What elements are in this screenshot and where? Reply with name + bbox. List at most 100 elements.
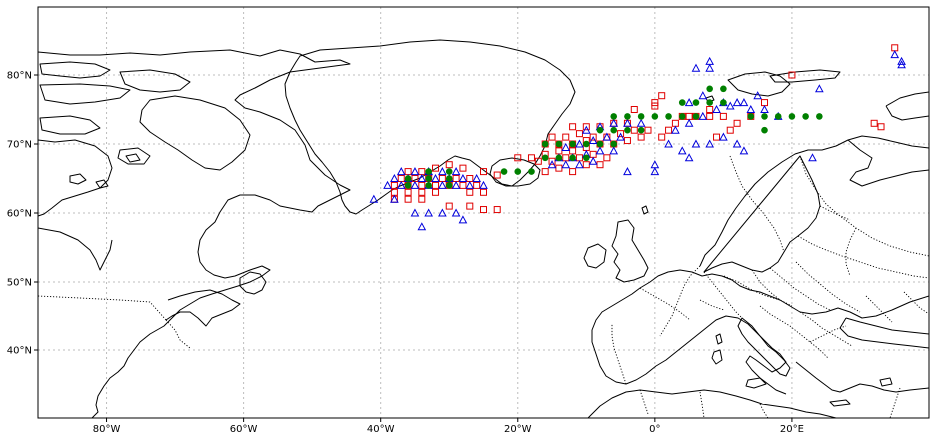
southampton-island: [117, 147, 151, 165]
italy: [737, 317, 791, 377]
svalbard: [727, 71, 791, 97]
small-island-b: [95, 179, 109, 189]
triangle-marker: [465, 180, 475, 189]
square-marker: [658, 133, 666, 141]
triangle-marker: [732, 98, 742, 107]
triangle-marker: [897, 56, 906, 65]
north-america-coastline: [38, 49, 351, 418]
triangle-marker: [746, 104, 756, 113]
canada-border: [38, 295, 191, 349]
circle-marker: [596, 140, 604, 148]
circle-marker: [445, 168, 453, 175]
triangle-marker: [451, 180, 461, 189]
square-marker: [706, 112, 714, 120]
triangle-marker: [588, 156, 598, 165]
triangle-marker: [472, 173, 481, 182]
ireland: [583, 243, 607, 269]
triangle-marker: [897, 60, 906, 69]
novaya-zemlya: [885, 91, 929, 121]
triangle-marker: [383, 180, 392, 189]
triangle-marker: [684, 118, 694, 127]
circle-marker: [445, 182, 453, 189]
square-marker: [603, 154, 611, 162]
triangle-marker: [458, 173, 468, 182]
triangle-marker: [705, 63, 715, 72]
circle-marker: [665, 113, 672, 120]
triangle-marker: [725, 101, 735, 110]
small-island-c: [125, 153, 141, 163]
circle-marker: [425, 182, 432, 189]
circle-marker: [706, 85, 713, 93]
circle-marker: [425, 168, 432, 175]
square-marker: [569, 168, 577, 176]
triangle-marker: [390, 194, 399, 203]
square-marker: [514, 154, 522, 162]
circle-marker: [802, 113, 809, 120]
greenland-coastline: [284, 39, 576, 215]
triangle-marker: [431, 173, 440, 182]
square-marker: [877, 123, 885, 131]
circle-marker: [761, 126, 768, 134]
iceland: [489, 157, 541, 187]
arctic-island-3: [119, 69, 191, 93]
baffin-island: [139, 95, 251, 171]
square-marker: [445, 202, 453, 210]
circle-marker: [788, 113, 796, 120]
circle-marker: [404, 182, 412, 189]
circle-marker: [624, 126, 631, 134]
triangle-marker: [417, 173, 427, 182]
triangle-marker: [671, 125, 680, 134]
square-marker: [418, 181, 426, 189]
x-tick-label: 60°W: [230, 424, 258, 435]
cyprus: [879, 377, 893, 387]
triangle-marker: [677, 146, 687, 155]
triangle-marker: [719, 132, 728, 141]
circle-marker: [404, 175, 412, 182]
circle-marker: [678, 99, 686, 106]
circle-marker: [706, 99, 713, 106]
circle-marker: [692, 113, 700, 120]
basemap: [38, 39, 929, 418]
triangle-marker: [438, 180, 447, 189]
circle-marker: [445, 175, 453, 182]
north-africa-coast: [587, 389, 837, 418]
triangle-marker: [458, 215, 468, 224]
square-marker: [733, 119, 741, 127]
circle-marker: [541, 154, 549, 162]
square-marker: [582, 123, 590, 131]
circle-marker: [678, 113, 686, 120]
triangle-marker: [602, 132, 612, 141]
circle-marker: [541, 140, 549, 148]
triangle-marker: [664, 139, 673, 148]
triangle-marker: [739, 98, 749, 107]
kola-white-sea: [847, 139, 929, 187]
square-marker: [651, 99, 659, 107]
square-marker: [390, 181, 398, 189]
square-marker: [480, 168, 487, 176]
triangle-marker: [410, 208, 420, 217]
square-marker: [534, 157, 542, 165]
corsica: [715, 333, 723, 345]
circle-marker: [555, 140, 563, 148]
square-marker: [466, 202, 474, 210]
triangle-marker: [684, 98, 694, 107]
triangle-marker: [451, 167, 461, 176]
circle-marker: [583, 154, 590, 162]
triangle-marker: [739, 146, 749, 155]
square-marker: [480, 188, 487, 196]
square-marker: [432, 164, 440, 172]
circle-marker: [500, 168, 508, 175]
triangle-marker: [438, 208, 447, 217]
newfoundland: [239, 271, 267, 295]
square-marker: [713, 133, 721, 141]
circle-marker: [514, 168, 522, 175]
triangle-marker: [815, 84, 824, 93]
triangle-marker: [890, 50, 900, 59]
circle-marker: [610, 126, 618, 134]
triangle-marker: [691, 139, 701, 148]
y-tick-label: 60°N: [7, 209, 32, 220]
europe-coastline: [591, 269, 929, 395]
square-marker: [459, 181, 467, 189]
sardinia: [711, 349, 723, 365]
y-tick-label: 80°N: [7, 71, 32, 82]
